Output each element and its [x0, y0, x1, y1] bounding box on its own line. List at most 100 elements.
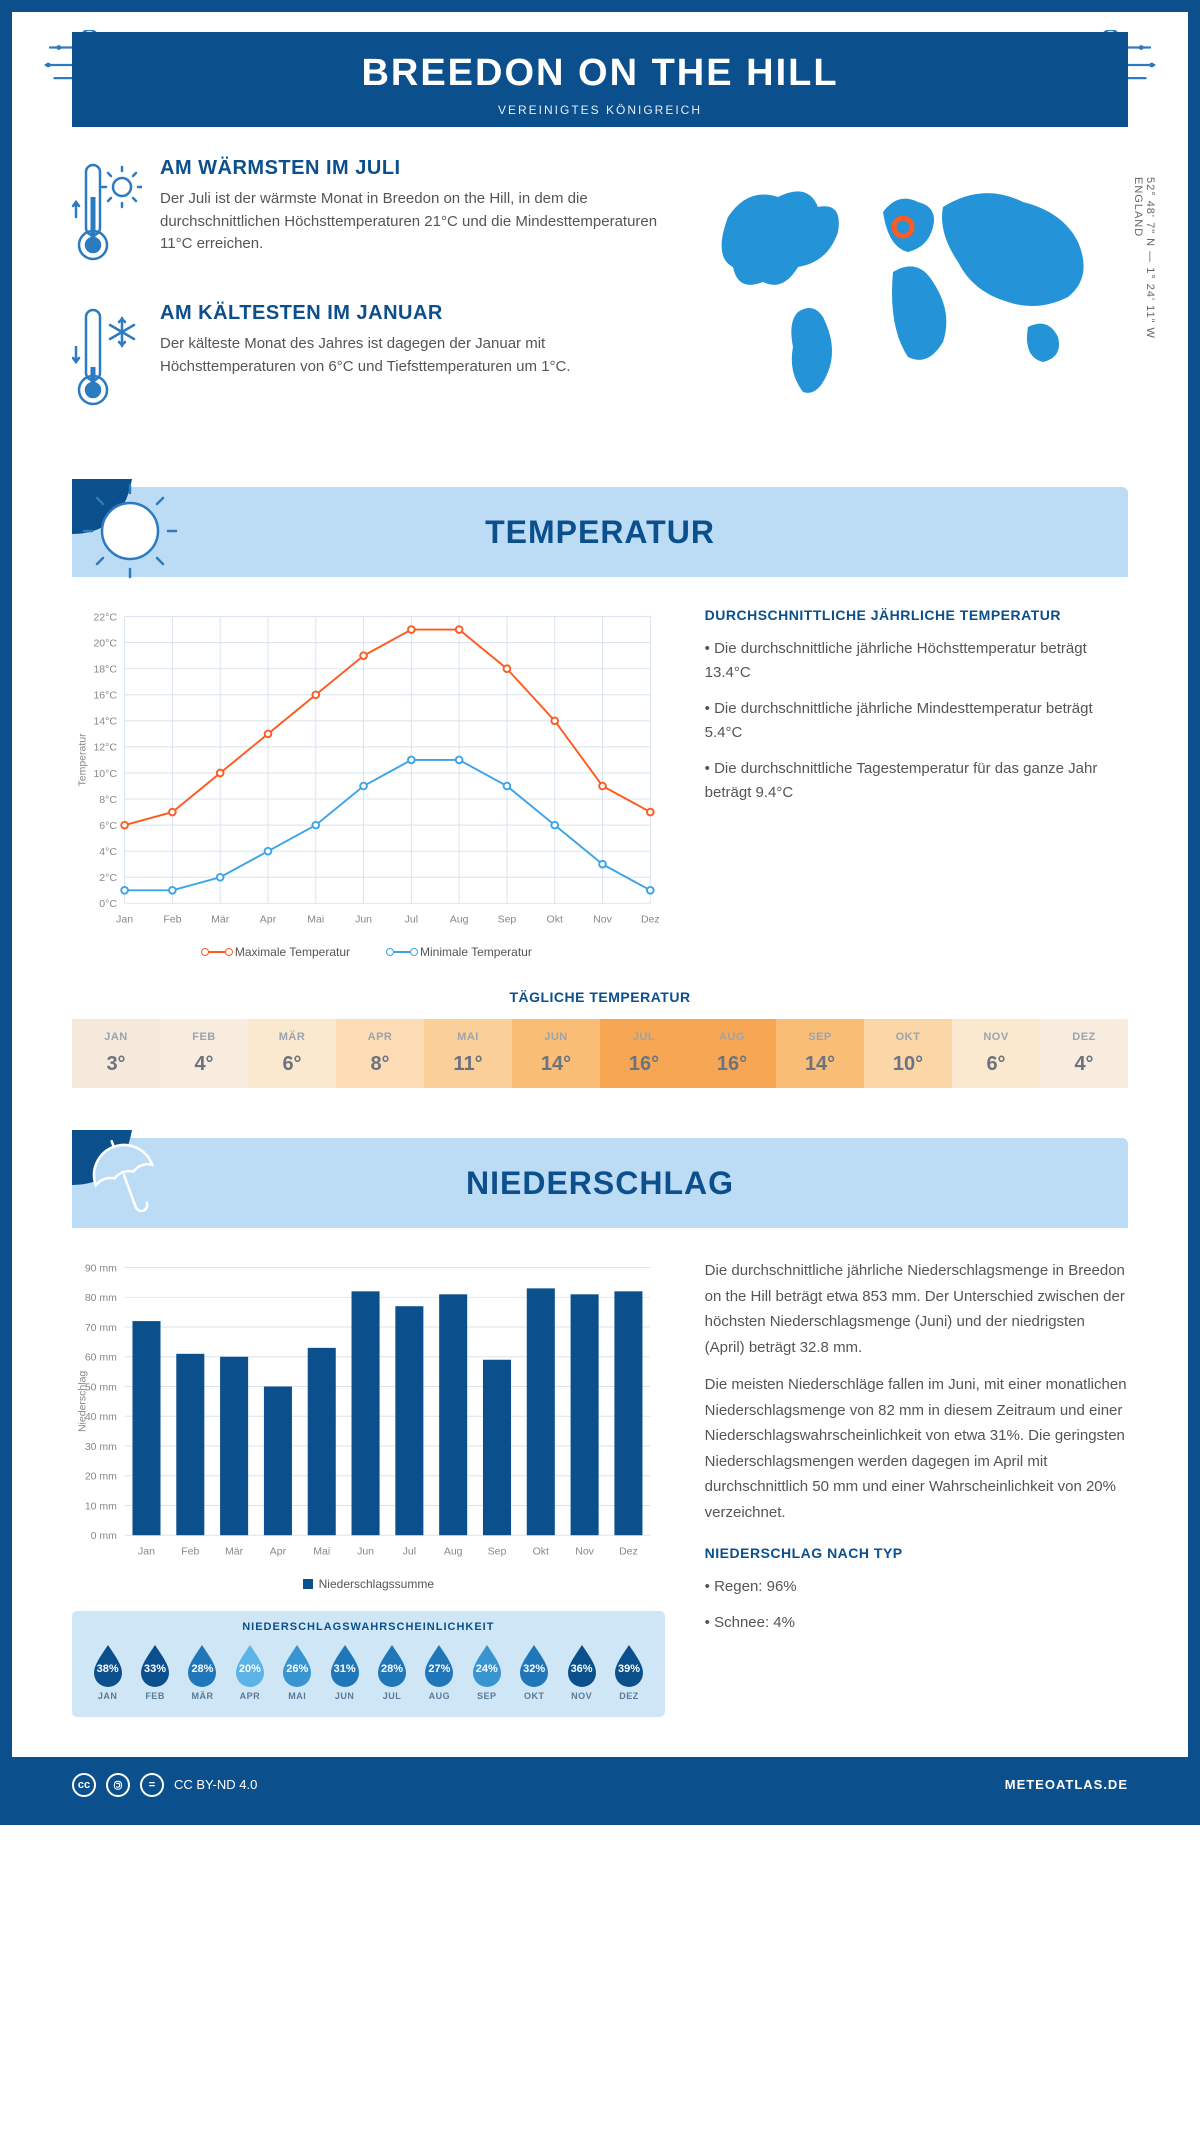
intro-section: AM WÄRMSTEN IM JULI Der Juli ist der wär… — [12, 127, 1188, 467]
prob-cell: 28%MÄR — [181, 1643, 224, 1701]
daily-temp-cell: NOV6° — [952, 1019, 1040, 1088]
svg-text:Feb: Feb — [181, 1545, 199, 1557]
prob-cell: 36%NOV — [560, 1643, 603, 1701]
svg-text:Nov: Nov — [593, 913, 612, 925]
precipitation-title: NIEDERSCHLAG — [466, 1165, 734, 1202]
nd-icon: = — [140, 1773, 164, 1797]
stat-item: • Die durchschnittliche jährliche Mindes… — [705, 697, 1128, 745]
svg-text:Jan: Jan — [138, 1545, 155, 1557]
daily-temp-cell: DEZ4° — [1040, 1019, 1128, 1088]
svg-text:Niederschlag: Niederschlag — [76, 1371, 88, 1432]
svg-text:80 mm: 80 mm — [85, 1292, 117, 1304]
svg-text:Dez: Dez — [619, 1545, 638, 1557]
site-name: METEOATLAS.DE — [1005, 1777, 1128, 1792]
svg-text:Jun: Jun — [355, 913, 372, 925]
svg-text:Apr: Apr — [270, 1545, 287, 1557]
svg-text:Nov: Nov — [575, 1545, 594, 1557]
svg-text:30 mm: 30 mm — [85, 1441, 117, 1453]
svg-text:Aug: Aug — [450, 913, 469, 925]
precipitation-legend: Niederschlagssumme — [72, 1577, 665, 1591]
precipitation-bar-chart: 0 mm 10 mm 20 mm 30 mm 40 mm 50 mm 60 mm 70 mm 8… — [72, 1258, 665, 1564]
precip-type-item: • Regen: 96% — [705, 1575, 1128, 1599]
prob-cell: 20%APR — [228, 1643, 271, 1701]
thermometer-hot-icon — [72, 157, 142, 272]
prob-cell: 27%AUG — [418, 1643, 461, 1701]
svg-text:Dez: Dez — [641, 913, 660, 925]
svg-text:8°C: 8°C — [99, 794, 117, 806]
svg-text:50 mm: 50 mm — [85, 1381, 117, 1393]
daily-temp-cell: FEB4° — [160, 1019, 248, 1088]
daily-temp-cell: JAN3° — [72, 1019, 160, 1088]
coordinates: 52° 48' 7" N — 1° 24' 11" WENGLAND — [1132, 177, 1156, 339]
world-map: 52° 48' 7" N — 1° 24' 11" WENGLAND — [688, 157, 1128, 447]
cc-icon: cc — [72, 1773, 96, 1797]
svg-text:Feb: Feb — [163, 913, 181, 925]
precipitation-banner: NIEDERSCHLAG — [72, 1138, 1128, 1228]
prob-cell: 28%JUL — [370, 1643, 413, 1701]
svg-text:70 mm: 70 mm — [85, 1322, 117, 1334]
prob-cell: 33%FEB — [133, 1643, 176, 1701]
infographic-container: BREEDON ON THE HILL VEREINIGTES KÖNIGREI… — [0, 0, 1200, 1825]
svg-text:0 mm: 0 mm — [91, 1530, 118, 1542]
svg-text:12°C: 12°C — [93, 742, 117, 754]
prob-cell: 24%SEP — [465, 1643, 508, 1701]
coldest-block: AM KÄLTESTEN IM JANUAR Der kälteste Mona… — [72, 302, 658, 417]
coldest-title: AM KÄLTESTEN IM JANUAR — [160, 302, 658, 325]
location-title: BREEDON ON THE HILL — [72, 52, 1128, 95]
precip-probability-box: NIEDERSCHLAGSWAHRSCHEINLICHKEIT 38%JAN33… — [72, 1611, 665, 1717]
svg-text:4°C: 4°C — [99, 846, 117, 858]
svg-text:16°C: 16°C — [93, 690, 117, 702]
country-subtitle: VEREINIGTES KÖNIGREICH — [72, 103, 1128, 117]
temperature-line-chart: 0°C2°C4°C6°C8°C10°C12°C14°C16°C18°C20°C2… — [72, 607, 665, 932]
temperature-stats: DURCHSCHNITTLICHE JÄHRLICHE TEMPERATUR •… — [705, 607, 1128, 959]
prob-cell: 39%DEZ — [607, 1643, 650, 1701]
svg-text:20 mm: 20 mm — [85, 1471, 117, 1483]
daily-temp-cell: APR8° — [336, 1019, 424, 1088]
svg-text:10 mm: 10 mm — [85, 1500, 117, 1512]
svg-text:40 mm: 40 mm — [85, 1411, 117, 1423]
daily-temp-title: TÄGLICHE TEMPERATUR — [72, 989, 1128, 1005]
warmest-block: AM WÄRMSTEN IM JULI Der Juli ist der wär… — [72, 157, 658, 272]
svg-text:20°C: 20°C — [93, 637, 117, 649]
svg-text:Okt: Okt — [547, 913, 563, 925]
prob-cell: 31%JUN — [323, 1643, 366, 1701]
svg-text:10°C: 10°C — [93, 768, 117, 780]
svg-text:Jul: Jul — [403, 1545, 416, 1557]
svg-text:90 mm: 90 mm — [85, 1262, 117, 1274]
daily-temp-cell: JUL16° — [600, 1019, 688, 1088]
svg-text:Sep: Sep — [498, 913, 517, 925]
stat-item: • Die durchschnittliche jährliche Höchst… — [705, 637, 1128, 685]
svg-text:60 mm: 60 mm — [85, 1352, 117, 1364]
footer: cc 🄯 = CC BY-ND 4.0 METEOATLAS.DE — [12, 1757, 1188, 1813]
header-banner: BREEDON ON THE HILL VEREINIGTES KÖNIGREI… — [72, 32, 1128, 127]
temperature-legend: Maximale Temperatur Minimale Temperatur — [72, 945, 665, 959]
warmest-text: Der Juli ist der wärmste Monat in Breedo… — [160, 188, 658, 256]
svg-text:Mär: Mär — [211, 913, 230, 925]
svg-text:14°C: 14°C — [93, 716, 117, 728]
daily-temp-grid: JAN3°FEB4°MÄR6°APR8°MAI11°JUN14°JUL16°AU… — [72, 1019, 1128, 1088]
temperature-title: TEMPERATUR — [485, 514, 715, 551]
svg-text:6°C: 6°C — [99, 820, 117, 832]
daily-temp-cell: SEP14° — [776, 1019, 864, 1088]
svg-text:Jul: Jul — [405, 913, 418, 925]
svg-text:0°C: 0°C — [99, 898, 117, 910]
daily-temp-cell: MAI11° — [424, 1019, 512, 1088]
svg-text:Mai: Mai — [307, 913, 324, 925]
thermometer-cold-icon — [72, 302, 142, 417]
temperature-banner: TEMPERATUR — [72, 487, 1128, 577]
svg-text:Okt: Okt — [533, 1545, 549, 1557]
coldest-text: Der kälteste Monat des Jahres ist dagege… — [160, 333, 658, 378]
svg-text:Apr: Apr — [260, 913, 277, 925]
prob-cell: 26%MAI — [276, 1643, 319, 1701]
sun-icon — [72, 479, 192, 589]
umbrella-icon — [72, 1130, 192, 1240]
daily-temp-cell: OKT10° — [864, 1019, 952, 1088]
daily-temp-cell: MÄR6° — [248, 1019, 336, 1088]
svg-text:Jun: Jun — [357, 1545, 374, 1557]
precipitation-text: Die durchschnittliche jährliche Niedersc… — [705, 1258, 1128, 1717]
svg-text:2°C: 2°C — [99, 872, 117, 884]
stat-item: • Die durchschnittliche Tagestemperatur … — [705, 757, 1128, 805]
precip-type-item: • Schnee: 4% — [705, 1611, 1128, 1635]
svg-text:Temperatur: Temperatur — [76, 733, 88, 787]
svg-text:Sep: Sep — [488, 1545, 507, 1557]
